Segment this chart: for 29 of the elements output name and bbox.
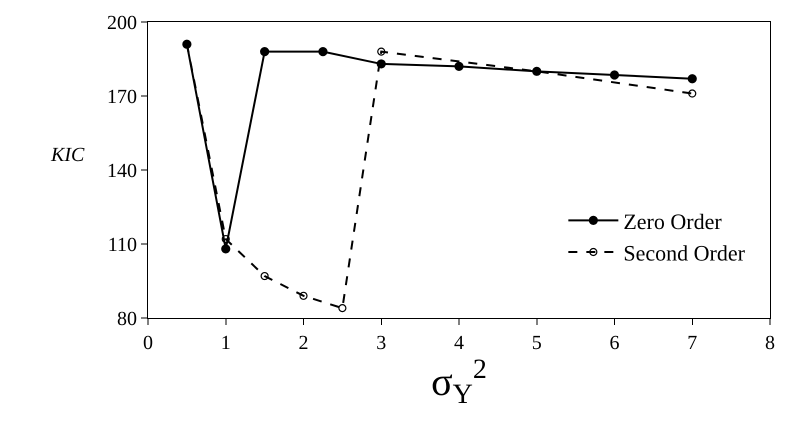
point <box>377 48 386 56</box>
x-tick-label: 1 <box>220 332 231 354</box>
x-tick-label: 3 <box>376 332 386 354</box>
y-tick-label: 140 <box>107 160 137 182</box>
x-tick-label: 4 <box>454 332 464 354</box>
point <box>260 272 269 280</box>
y-tick-label: 170 <box>107 86 137 108</box>
point <box>299 292 308 300</box>
point <box>454 62 464 71</box>
y-tick-label: 200 <box>107 12 137 34</box>
y-tick-label: 80 <box>117 308 137 330</box>
point <box>610 70 620 80</box>
x-tick-label: 5 <box>532 332 542 354</box>
point <box>318 47 328 56</box>
point <box>222 234 230 244</box>
legend-label: Second Order <box>623 240 746 266</box>
x-tick-label: 2 <box>298 332 308 354</box>
x-tick-label: 0 <box>143 332 153 354</box>
point <box>338 304 346 312</box>
y-tick-label: 110 <box>108 234 137 256</box>
point <box>221 244 230 254</box>
y-axis-title: KIC <box>50 144 85 166</box>
x-tick-label: 7 <box>687 332 698 354</box>
legend-label: Zero Order <box>623 208 722 234</box>
point <box>688 74 697 84</box>
point <box>688 89 696 98</box>
point <box>260 47 270 56</box>
x-tick-label: 6 <box>610 332 620 354</box>
x-tick-label: 8 <box>765 332 775 354</box>
